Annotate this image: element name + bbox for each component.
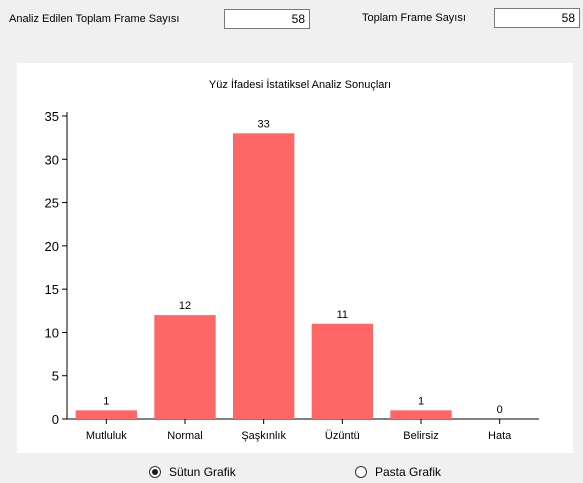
bar-chart-panel: Yüz İfadesi İstatiksel Analiz Sonuçları … — [17, 63, 573, 453]
analyzed-frames-label: Analiz Edilen Toplam Frame Sayısı — [9, 13, 180, 25]
analyzed-frames-field[interactable]: 58 — [224, 9, 310, 29]
pie-chart-radio-icon[interactable] — [355, 466, 367, 478]
y-tick-label: 5 — [52, 369, 59, 384]
y-tick-label: 35 — [45, 109, 59, 124]
y-tick-label: 0 — [52, 412, 59, 427]
chart-title: Yüz İfadesi İstatiksel Analiz Sonuçları — [209, 78, 391, 91]
x-tick-label: Üzüntü — [325, 430, 360, 442]
bar — [232, 133, 295, 420]
y-tick-label: 20 — [45, 239, 59, 254]
bar-chart: Yüz İfadesi İstatiksel Analiz Sonuçları … — [45, 78, 539, 442]
x-tick-label: Belirsiz — [403, 430, 438, 442]
y-tick-label: 15 — [45, 282, 59, 297]
bar-chart-option-label: Sütun Grafik — [169, 465, 236, 479]
total-frames-label: Toplam Frame Sayısı — [362, 12, 466, 24]
y-tick-label: 25 — [45, 196, 59, 211]
bar — [311, 323, 374, 419]
x-tick-label: Hata — [488, 430, 512, 442]
data-label: 12 — [179, 300, 191, 312]
data-label: 11 — [337, 309, 348, 321]
y-tick-label: 10 — [45, 325, 59, 340]
pie-chart-option-label: Pasta Grafik — [375, 465, 442, 479]
bar — [154, 315, 216, 419]
x-tick-label: Normal — [167, 430, 202, 442]
x-tick-label: Mutluluk — [86, 430, 127, 442]
data-label: 0 — [497, 404, 503, 416]
data-label: 1 — [418, 395, 424, 407]
bar-chart-option[interactable]: Sütun Grafik — [149, 464, 236, 480]
total-frames-field[interactable]: 58 — [494, 8, 580, 28]
bar — [75, 410, 138, 419]
bar-chart-radio-icon[interactable] — [149, 466, 161, 478]
data-label: 1 — [103, 395, 109, 407]
x-tick-label: Şaşkınlık — [241, 430, 286, 442]
y-tick-label: 30 — [45, 152, 59, 167]
pie-chart-option[interactable]: Pasta Grafik — [355, 464, 441, 480]
data-label: 33 — [258, 118, 270, 130]
bar — [390, 410, 452, 419]
